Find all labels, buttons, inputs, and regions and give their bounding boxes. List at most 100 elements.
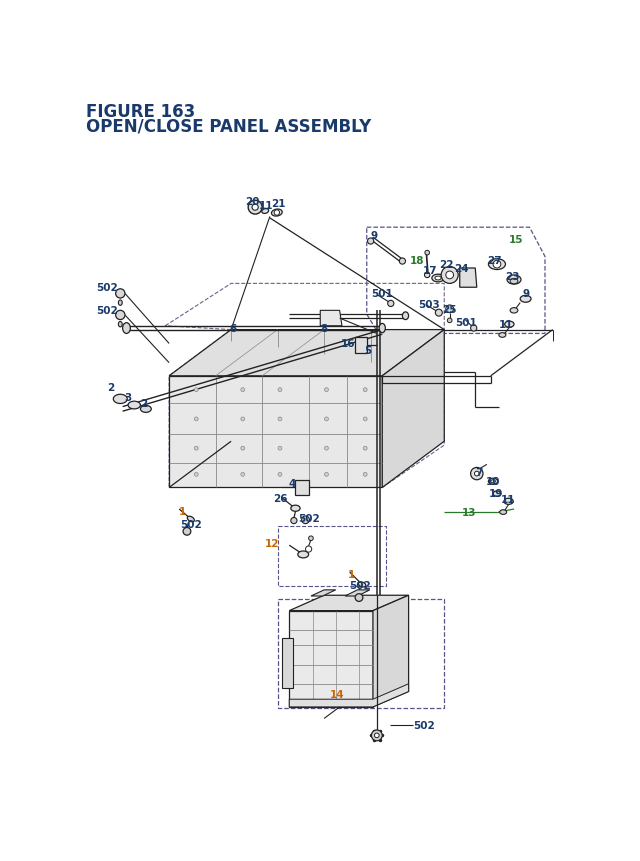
Ellipse shape <box>358 582 366 587</box>
Ellipse shape <box>271 210 282 217</box>
Text: 27: 27 <box>487 255 502 265</box>
Text: 502: 502 <box>298 514 319 523</box>
Text: 5: 5 <box>365 346 372 356</box>
Text: 11: 11 <box>259 201 273 211</box>
Text: 24: 24 <box>454 263 468 274</box>
Ellipse shape <box>500 511 507 515</box>
Ellipse shape <box>435 276 441 281</box>
Text: 6: 6 <box>230 324 237 334</box>
Circle shape <box>195 388 198 392</box>
Circle shape <box>424 273 430 278</box>
Polygon shape <box>320 311 342 326</box>
Bar <box>278 526 386 586</box>
Text: 1: 1 <box>348 569 355 579</box>
Text: 9: 9 <box>371 231 378 240</box>
Text: 19: 19 <box>489 488 504 499</box>
Text: 502: 502 <box>413 720 435 730</box>
Ellipse shape <box>140 406 151 413</box>
Circle shape <box>425 251 429 256</box>
Text: 502: 502 <box>349 580 371 591</box>
Ellipse shape <box>510 308 518 313</box>
Ellipse shape <box>298 551 308 558</box>
Text: 12: 12 <box>265 538 280 548</box>
Text: 14: 14 <box>330 689 344 699</box>
Circle shape <box>367 238 374 245</box>
Text: 11: 11 <box>500 494 515 505</box>
Polygon shape <box>345 590 370 597</box>
Polygon shape <box>296 480 308 496</box>
Circle shape <box>291 517 297 524</box>
Circle shape <box>278 473 282 477</box>
Polygon shape <box>282 638 293 688</box>
Ellipse shape <box>291 505 300 511</box>
Ellipse shape <box>118 322 122 327</box>
Ellipse shape <box>504 499 513 505</box>
Circle shape <box>116 311 125 320</box>
Ellipse shape <box>488 259 506 270</box>
Ellipse shape <box>510 279 518 284</box>
Circle shape <box>435 310 442 317</box>
Polygon shape <box>373 596 408 707</box>
Polygon shape <box>169 376 382 488</box>
Polygon shape <box>460 269 477 288</box>
Circle shape <box>446 306 454 313</box>
Circle shape <box>388 301 394 307</box>
Ellipse shape <box>493 492 501 497</box>
Text: 2: 2 <box>140 399 147 408</box>
Text: 502: 502 <box>96 306 118 316</box>
Text: 16: 16 <box>341 339 355 349</box>
Circle shape <box>116 289 125 299</box>
Circle shape <box>324 388 328 392</box>
Circle shape <box>301 517 309 524</box>
Text: 3: 3 <box>124 392 132 402</box>
Text: 10: 10 <box>486 477 500 486</box>
Ellipse shape <box>118 300 122 306</box>
Circle shape <box>493 261 501 269</box>
Text: 9: 9 <box>522 289 529 299</box>
Ellipse shape <box>262 209 269 214</box>
Ellipse shape <box>128 402 140 410</box>
Text: 17: 17 <box>423 266 438 276</box>
Circle shape <box>364 473 367 477</box>
Circle shape <box>195 473 198 477</box>
Text: 11: 11 <box>499 319 513 330</box>
Circle shape <box>183 528 191 536</box>
Text: 501: 501 <box>455 318 477 327</box>
Text: 18: 18 <box>410 256 424 266</box>
Polygon shape <box>289 684 408 707</box>
Circle shape <box>441 267 458 284</box>
Polygon shape <box>311 590 336 597</box>
Ellipse shape <box>379 324 385 333</box>
Circle shape <box>305 547 312 553</box>
Text: 25: 25 <box>442 305 456 314</box>
Text: FIGURE 163: FIGURE 163 <box>86 103 195 121</box>
Circle shape <box>364 447 367 450</box>
Ellipse shape <box>432 275 444 282</box>
Circle shape <box>278 388 282 392</box>
Ellipse shape <box>505 322 514 328</box>
Text: 23: 23 <box>505 272 520 282</box>
Circle shape <box>324 473 328 477</box>
Polygon shape <box>169 331 444 376</box>
Text: 13: 13 <box>462 507 476 517</box>
Circle shape <box>241 388 244 392</box>
Circle shape <box>241 447 244 450</box>
Text: 21: 21 <box>271 199 285 209</box>
Ellipse shape <box>188 517 195 522</box>
Polygon shape <box>382 331 444 488</box>
Circle shape <box>278 418 282 421</box>
Circle shape <box>470 325 477 331</box>
Circle shape <box>241 418 244 421</box>
Polygon shape <box>289 596 408 611</box>
Text: 502: 502 <box>96 283 118 293</box>
Circle shape <box>446 272 454 280</box>
Text: 15: 15 <box>509 234 524 245</box>
Circle shape <box>371 730 382 741</box>
Circle shape <box>364 388 367 392</box>
Ellipse shape <box>123 323 131 334</box>
Ellipse shape <box>488 479 498 485</box>
Circle shape <box>278 447 282 450</box>
Ellipse shape <box>507 276 521 285</box>
Circle shape <box>252 205 259 211</box>
Text: 8: 8 <box>321 324 328 334</box>
